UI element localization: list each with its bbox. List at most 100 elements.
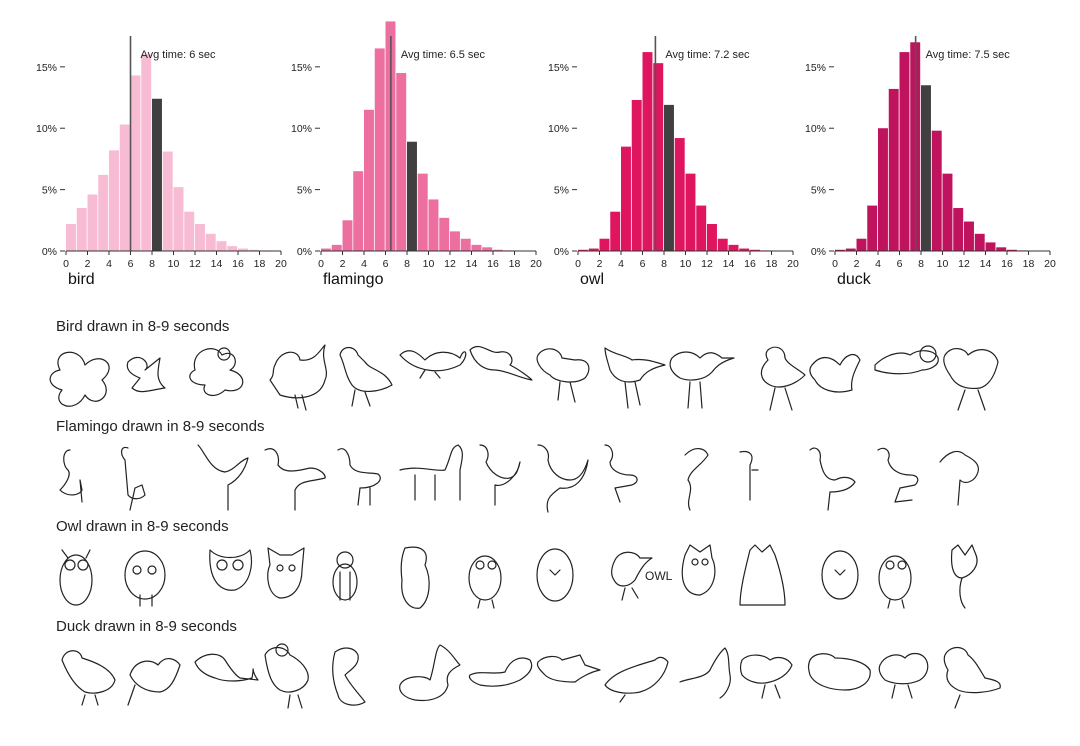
- owl-x-tick-label: 20: [787, 258, 799, 270]
- flamingo-doodle: [399, 444, 463, 501]
- owl-bar: [685, 173, 696, 251]
- flamingo-x-tick-label: 16: [487, 258, 499, 270]
- duck-doodle: [604, 656, 669, 703]
- owl-bar: [610, 211, 621, 251]
- flamingo-bar: [396, 72, 407, 251]
- flamingo-y-tick-label: 15%: [291, 62, 312, 74]
- owl-bar: [750, 249, 760, 251]
- duck-bar: [996, 247, 1007, 251]
- duck-doodle: [264, 643, 309, 709]
- owl-avg-label: Avg time: 7.2 sec: [665, 49, 750, 61]
- bird-x-tick-label: 16: [232, 258, 244, 270]
- flamingo-bar: [471, 244, 482, 251]
- bird-x-tick-label: 12: [189, 258, 201, 270]
- duck-x-tick-label: 6: [897, 258, 903, 270]
- bird-x-tick-label: 20: [275, 258, 287, 270]
- owl-bar: [588, 248, 599, 251]
- flamingo-bar: [493, 249, 503, 251]
- duck-doodle: [194, 653, 259, 682]
- duck-doodle: [739, 654, 793, 699]
- bird-bar: [130, 75, 141, 251]
- duck-x-tick-label: 2: [854, 258, 860, 270]
- flamingo-bar: [331, 244, 342, 251]
- bird-bar: [76, 208, 87, 251]
- owl-doodle: [332, 551, 358, 601]
- owl-doodle: [878, 555, 912, 609]
- flamingo-category-label: flamingo: [323, 271, 384, 288]
- bird-y-tick-label: 15%: [36, 62, 57, 74]
- owl-doodle-caption: OWL: [645, 569, 673, 583]
- flamingo-y-tick-label: 0%: [297, 246, 312, 258]
- bird-y-tick-label: 0%: [42, 246, 57, 258]
- flamingo-doodle: [739, 450, 759, 501]
- bird-doodle: [469, 345, 533, 381]
- owl-bar: [739, 248, 750, 251]
- bird-avg-label: Avg time: 6 sec: [141, 49, 216, 61]
- duck-bar: [953, 208, 964, 251]
- bird-x-tick-label: 0: [63, 258, 69, 270]
- owl-bar: [717, 238, 728, 251]
- duck-x-tick-label: 12: [958, 258, 970, 270]
- bird-x-tick-label: 10: [168, 258, 180, 270]
- bird-bar: [87, 194, 98, 251]
- bird-doodle: [809, 353, 861, 393]
- flamingo-x-tick-label: 2: [340, 258, 346, 270]
- duck-y-tick-label: 10%: [805, 123, 826, 135]
- bird-histogram: 0 2 4 6 8 10 12 14 16 18 20 0% 5% 10% 15% Avg time: 6 s…: [36, 36, 287, 288]
- duck-doodle: [943, 646, 1001, 709]
- flamingo-bar: [417, 173, 428, 251]
- flamingo-x-tick-label: 12: [444, 258, 456, 270]
- bird-x-tick-label: 6: [128, 258, 134, 270]
- flamingo-doodle: [877, 447, 919, 503]
- flamingo-bar: [407, 141, 417, 251]
- duck-y-tick-label: 15%: [805, 62, 826, 74]
- duck-bar: [878, 128, 888, 251]
- owl-bar: [621, 146, 631, 251]
- duck-sketch-row: [40, 640, 1040, 720]
- duck-bar: [985, 242, 996, 251]
- flamingo-doodle: [939, 450, 980, 506]
- flamingo-x-tick-label: 0: [318, 258, 324, 270]
- duck-bar: [921, 85, 931, 251]
- flamingo-bar: [439, 217, 450, 251]
- duck-x-tick-label: 0: [832, 258, 838, 270]
- duck-histogram: 0 2 4 6 8 10 12 14 16 18 20 0% 5% 10% 15% Avg time: 7.5…: [805, 36, 1056, 288]
- owl-y-tick-label: 5%: [554, 185, 569, 197]
- bird-category-label: bird: [68, 271, 95, 288]
- flamingo-bar: [321, 248, 331, 251]
- duck-bar: [1007, 249, 1017, 251]
- bird-bar: [152, 98, 162, 251]
- bird-x-tick-label: 18: [254, 258, 266, 270]
- duck-bar: [942, 173, 953, 251]
- flamingo-doodle: [121, 446, 146, 511]
- flamingo-doodle: [604, 444, 638, 503]
- flamingo-doodle: [197, 444, 249, 511]
- bird-x-tick-label: 8: [149, 258, 155, 270]
- flamingo-x-tick-label: 8: [404, 258, 410, 270]
- duck-doodle: [468, 657, 533, 687]
- flamingo-bar: [482, 247, 493, 251]
- owl-doodle: [536, 548, 574, 602]
- bird-x-tick-label: 4: [106, 258, 112, 270]
- owl-y-tick-label: 10%: [548, 123, 569, 135]
- owl-x-tick-label: 4: [618, 258, 624, 270]
- bird-bar: [248, 249, 259, 251]
- duck-bar: [845, 248, 856, 251]
- owl-y-tick-label: 15%: [548, 62, 569, 74]
- bird-bar: [162, 151, 173, 251]
- bird-bar: [66, 223, 76, 251]
- flamingo-histogram: 0 2 4 6 8 10 12 14 16 18 20 0% 5% 10% 15% Avg time: 6.5…: [291, 21, 542, 288]
- duck-bar: [931, 130, 942, 251]
- flamingo-bar: [374, 48, 385, 251]
- owl-x-tick-label: 6: [640, 258, 646, 270]
- duck-x-tick-label: 10: [937, 258, 949, 270]
- bird-y-tick-label: 10%: [36, 123, 57, 135]
- flamingo-doodle: [264, 448, 326, 511]
- bird-sketch-row: [40, 340, 1040, 420]
- owl-doodle: [950, 544, 978, 609]
- flamingo-bar: [353, 171, 364, 251]
- flamingo-sketch-row: [40, 440, 1040, 520]
- histograms-svg: 0 2 4 6 8 10 12 14 16 18 200%5%10%15%Avg time: 6 s…: [36, 21, 1056, 288]
- duck-x-tick-label: 20: [1044, 258, 1056, 270]
- bird-bar: [238, 248, 248, 251]
